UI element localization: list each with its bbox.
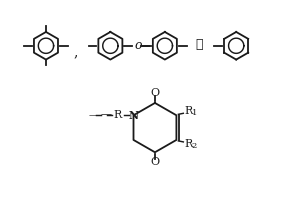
Text: O: O [150, 157, 160, 167]
Text: ,: , [74, 46, 78, 60]
Text: o: o [134, 39, 142, 52]
Text: 2: 2 [192, 142, 197, 150]
Text: 1: 1 [191, 109, 197, 117]
Text: R: R [184, 139, 192, 149]
Text: 或: 或 [196, 38, 203, 51]
Text: R: R [113, 110, 122, 120]
Text: —: — [89, 111, 99, 120]
Text: —: — [100, 109, 111, 119]
Text: O: O [150, 88, 160, 98]
Text: R: R [184, 106, 192, 116]
Text: N: N [128, 110, 139, 121]
